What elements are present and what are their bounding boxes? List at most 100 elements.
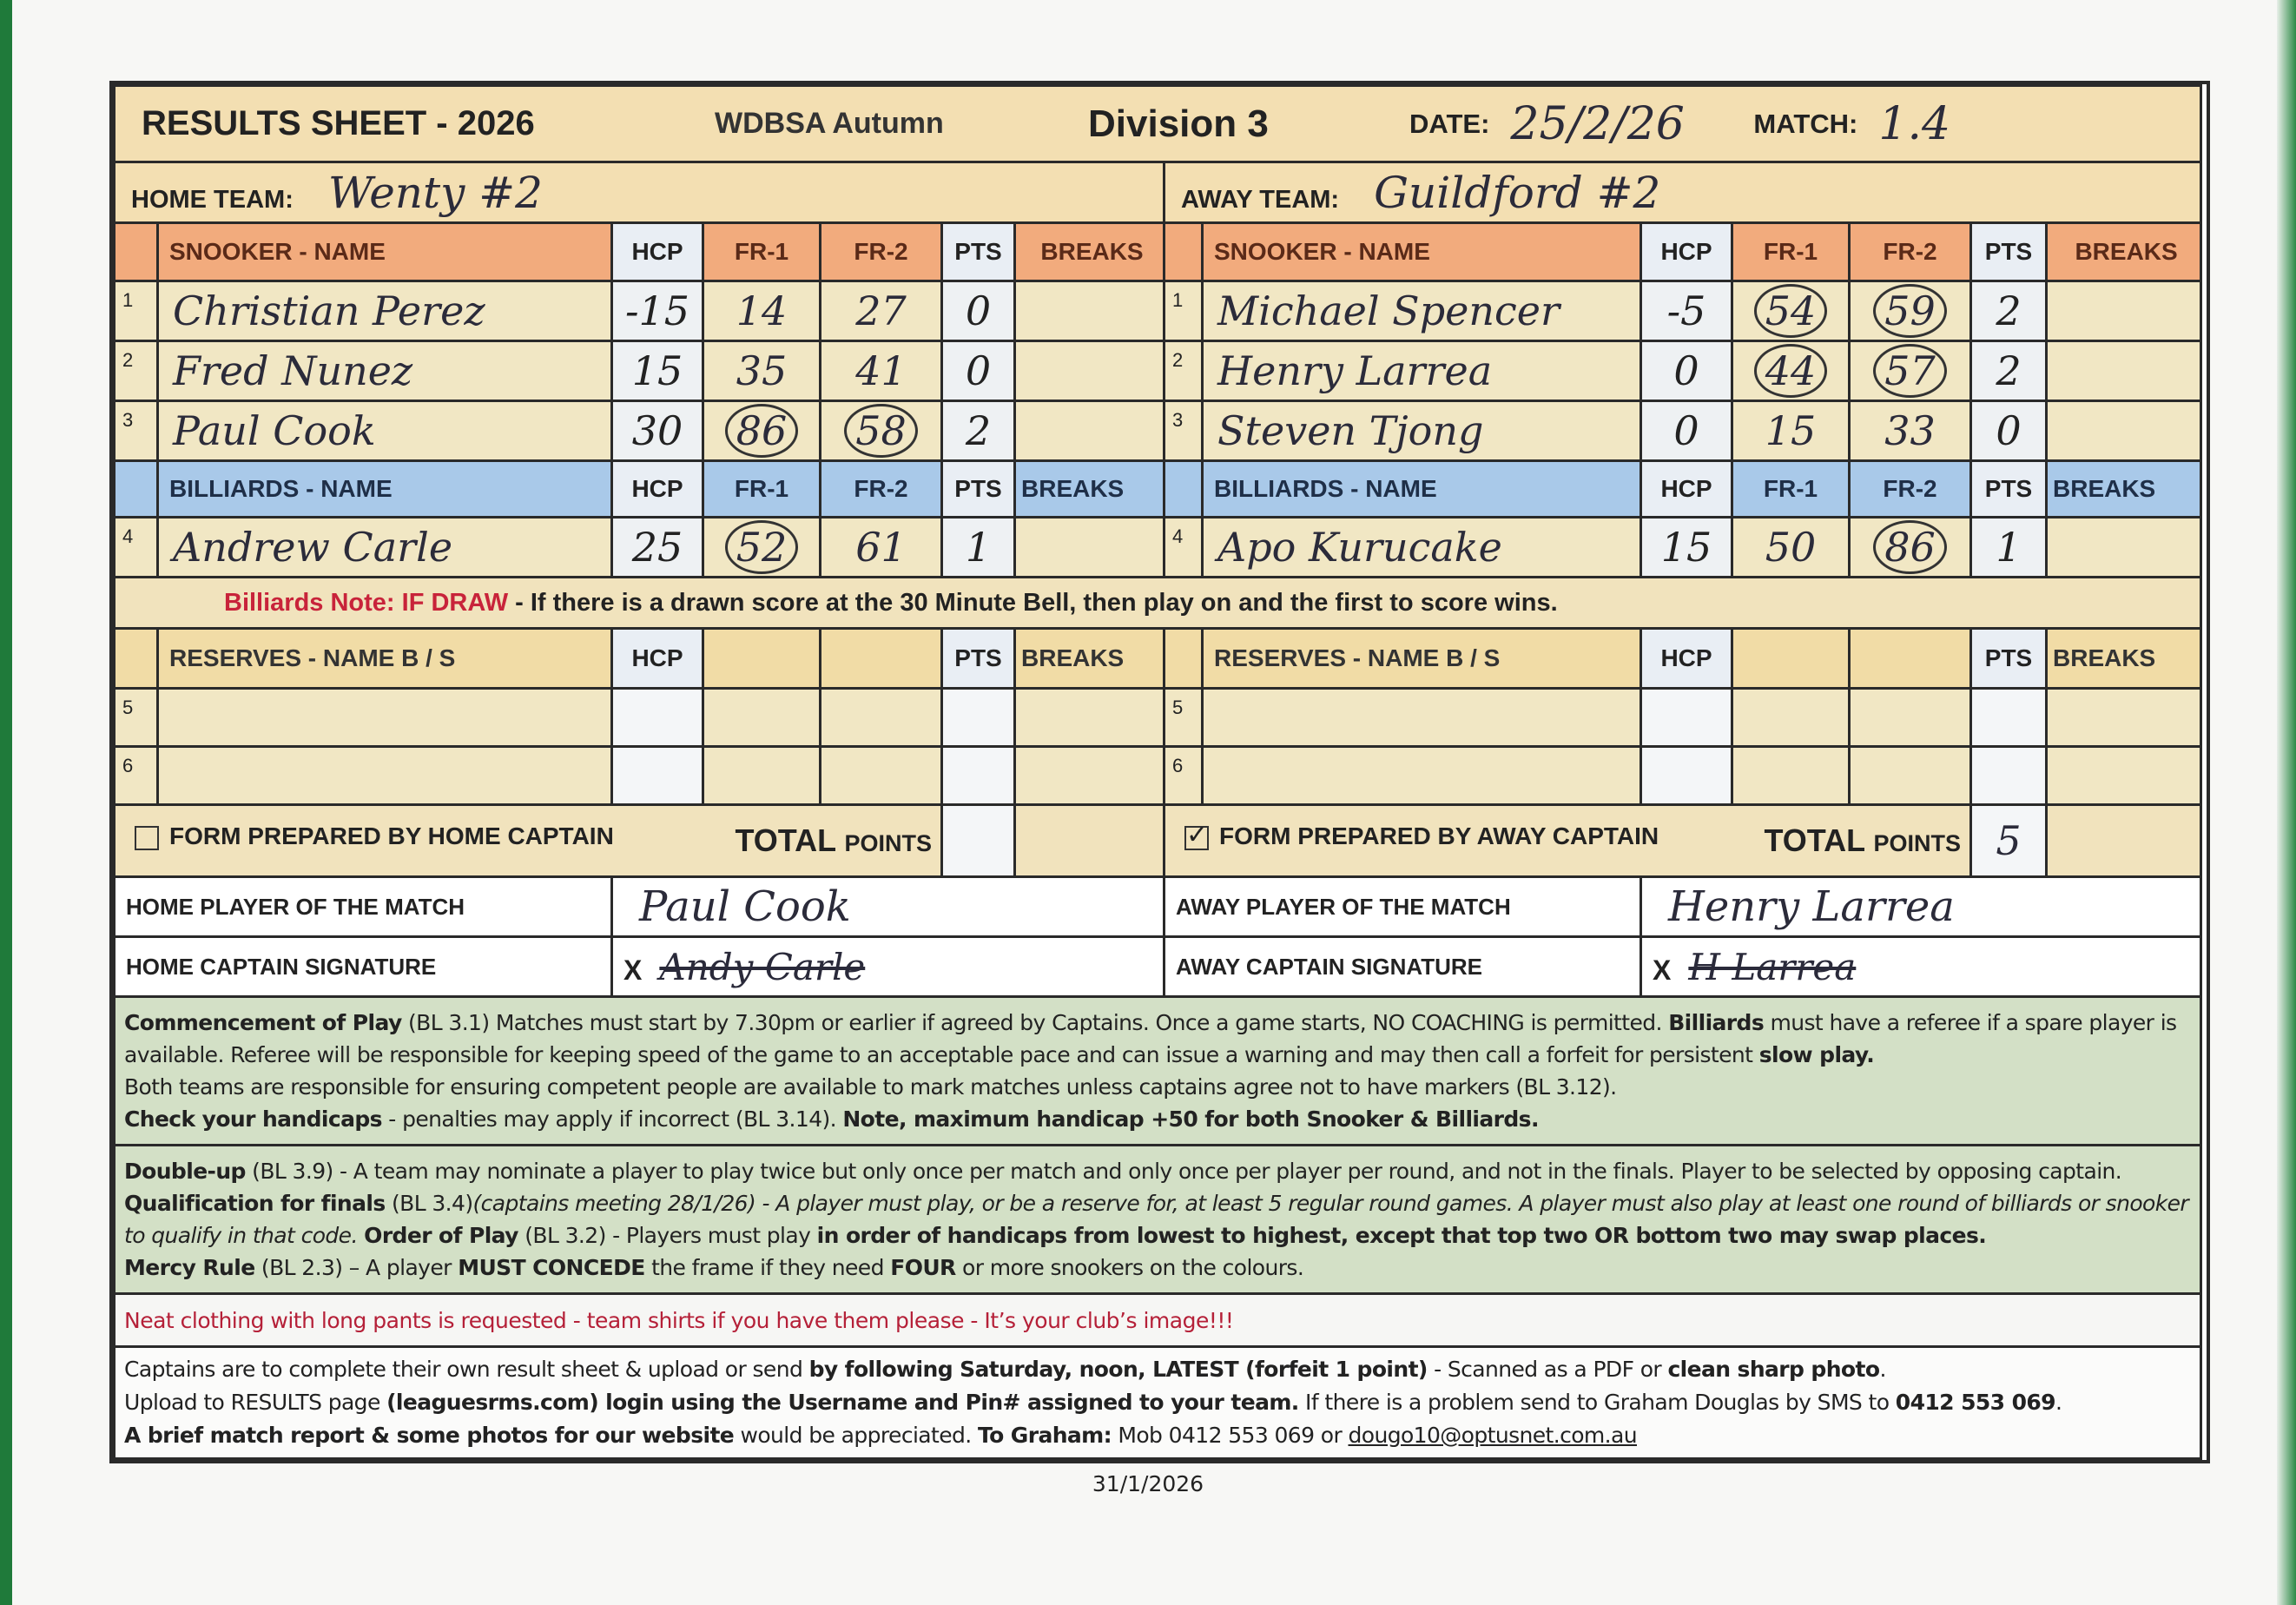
fr2-score-cell[interactable]: 61 xyxy=(819,516,943,578)
handicap[interactable]: 30 xyxy=(610,400,704,462)
fr2-score-cell[interactable]: 58 xyxy=(819,400,943,462)
fr2-score-cell[interactable]: 41 xyxy=(819,340,943,402)
reserve-fr1[interactable] xyxy=(1731,687,1851,748)
snooker-name-header: SNOOKER - NAME xyxy=(1201,221,1642,282)
points[interactable]: 2 xyxy=(1969,340,2048,402)
handicap[interactable]: 0 xyxy=(1640,400,1733,462)
fr1-score-cell[interactable]: 14 xyxy=(702,280,821,342)
away-player-of-match-value[interactable]: Henry Larrea xyxy=(1639,875,2203,938)
reserve-handicap[interactable] xyxy=(610,745,704,806)
reserve-fr2[interactable] xyxy=(1848,687,1972,748)
breaks[interactable] xyxy=(1013,340,1165,402)
fr1-score-cell[interactable]: 44 xyxy=(1731,340,1851,402)
reserve-handicap[interactable] xyxy=(1640,687,1733,748)
text-segment: - Scanned as a PDF or xyxy=(1427,1357,1668,1382)
player-name[interactable]: Paul Cook xyxy=(156,400,613,462)
winning-score: 54 xyxy=(1753,284,1828,338)
breaks[interactable] xyxy=(1013,516,1165,578)
breaks[interactable] xyxy=(2044,340,2203,402)
fr1-score-cell[interactable]: 86 xyxy=(702,400,821,462)
match-value[interactable]: 1.4 xyxy=(1878,97,1951,150)
fr2-score-cell[interactable]: 27 xyxy=(819,280,943,342)
breaks[interactable] xyxy=(1013,400,1165,462)
reserve-handicap[interactable] xyxy=(1640,745,1733,806)
home-player-of-match-value[interactable]: Paul Cook xyxy=(610,875,1165,938)
reserve-name[interactable] xyxy=(1201,687,1642,748)
handicap[interactable]: 15 xyxy=(1640,516,1733,578)
fr1-score-cell[interactable]: 52 xyxy=(702,516,821,578)
home-team-name[interactable]: Wenty #2 xyxy=(327,167,543,218)
reserve-points[interactable] xyxy=(1969,745,2048,806)
reserve-breaks[interactable] xyxy=(2044,745,2203,806)
reserve-fr2[interactable] xyxy=(819,687,943,748)
reserve-handicap[interactable] xyxy=(610,687,704,748)
player-name[interactable]: Steven Tjong xyxy=(1201,400,1642,462)
checkbox-unchecked[interactable] xyxy=(135,825,159,850)
reserve-points[interactable] xyxy=(1969,687,2048,748)
home-total-points[interactable] xyxy=(940,803,1016,878)
breaks[interactable] xyxy=(2044,400,2203,462)
player-row: 3 Paul Cook 30 86 58 2 3 Steven Tjong 0 15 33 0 xyxy=(113,400,2203,462)
home-team-label: HOME TEAM: xyxy=(131,185,294,214)
blank-header xyxy=(819,627,943,690)
fr2-score-cell[interactable]: 59 xyxy=(1848,280,1972,342)
reserve-points[interactable] xyxy=(940,745,1016,806)
email-link[interactable]: dougo10@optusnet.com.au xyxy=(1348,1423,1637,1448)
handicap[interactable]: 0 xyxy=(1640,340,1733,402)
home-captain-signature-value[interactable]: X Andy Carle xyxy=(610,935,1165,998)
text-segment: Upload to RESULTS page xyxy=(124,1390,387,1415)
points[interactable]: 0 xyxy=(940,340,1016,402)
row-number: 6 xyxy=(113,745,159,806)
points[interactable]: 2 xyxy=(1969,280,2048,342)
breaks[interactable] xyxy=(2044,516,2203,578)
fr1-score-cell[interactable]: 35 xyxy=(702,340,821,402)
player-name[interactable]: Andrew Carle xyxy=(156,516,613,578)
fr1-score-cell[interactable]: 54 xyxy=(1731,280,1851,342)
reserve-fr2[interactable] xyxy=(1848,745,1972,806)
fr1-score-cell[interactable]: 15 xyxy=(1731,400,1851,462)
player-name[interactable]: Henry Larrea xyxy=(1201,340,1642,402)
reserve-fr2[interactable] xyxy=(819,745,943,806)
reserve-fr1[interactable] xyxy=(702,687,821,748)
date-value[interactable]: 25/2/26 xyxy=(1510,97,1685,150)
points[interactable]: 0 xyxy=(940,280,1016,342)
points[interactable]: 1 xyxy=(940,516,1016,578)
reserve-name[interactable] xyxy=(156,687,613,748)
points[interactable]: 1 xyxy=(1969,516,2048,578)
winning-score: 44 xyxy=(1753,344,1828,398)
away-captain-signature-value[interactable]: X H Larrea xyxy=(1639,935,2203,998)
fr2-score-cell[interactable]: 86 xyxy=(1848,516,1972,578)
fr2-score-cell[interactable]: 57 xyxy=(1848,340,1972,402)
player-name[interactable]: Apo Kurucake xyxy=(1201,516,1642,578)
breaks[interactable] xyxy=(1013,280,1165,342)
hcp-header: HCP xyxy=(610,627,704,690)
reserve-name[interactable] xyxy=(1201,745,1642,806)
reserve-points[interactable] xyxy=(940,687,1016,748)
away-total-points[interactable]: 5 xyxy=(1969,803,2048,878)
handicap[interactable]: -5 xyxy=(1640,280,1733,342)
points[interactable]: 0 xyxy=(1969,400,2048,462)
reserve-fr1[interactable] xyxy=(1731,745,1851,806)
reserve-breaks[interactable] xyxy=(1013,687,1165,748)
text-segment: Qualification for finals xyxy=(124,1191,386,1216)
player-of-match-name: Paul Cook xyxy=(639,882,851,931)
rules-commencement-row: Commencement of Play (BL 3.1) Matches mu… xyxy=(112,995,2203,1146)
handicap[interactable]: -15 xyxy=(610,280,704,342)
reserve-breaks[interactable] xyxy=(2044,687,2203,748)
fr1-score-cell[interactable]: 50 xyxy=(1731,516,1851,578)
points[interactable]: 2 xyxy=(940,400,1016,462)
handicap[interactable]: 15 xyxy=(610,340,704,402)
fr2-score-cell[interactable]: 33 xyxy=(1848,400,1972,462)
breaks[interactable] xyxy=(2044,280,2203,342)
player-name[interactable]: Christian Perez xyxy=(156,280,613,342)
player-name[interactable]: Fred Nunez xyxy=(156,340,613,402)
reserve-name[interactable] xyxy=(156,745,613,806)
reserve-breaks[interactable] xyxy=(1013,745,1165,806)
player-name[interactable]: Michael Spencer xyxy=(1201,280,1642,342)
fr1-header: FR-1 xyxy=(702,221,821,282)
snooker-name-header: SNOOKER - NAME xyxy=(156,221,613,282)
handicap[interactable]: 25 xyxy=(610,516,704,578)
checkbox-checked[interactable]: ✓ xyxy=(1184,820,1209,850)
away-team-name[interactable]: Guildford #2 xyxy=(1374,167,1661,218)
reserve-fr1[interactable] xyxy=(702,745,821,806)
